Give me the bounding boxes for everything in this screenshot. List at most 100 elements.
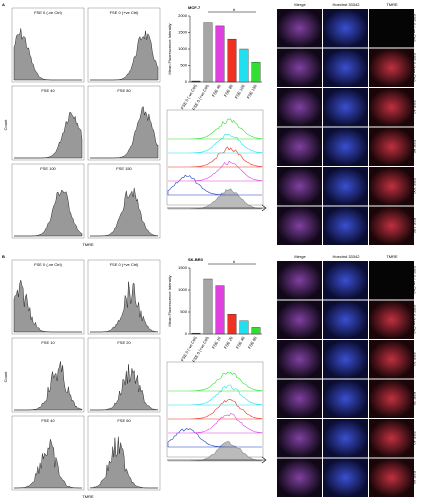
y-axis-label: Mean Fluorescence Intensity — [167, 275, 172, 326]
x-tick-label: FSE 20 — [223, 335, 234, 350]
x-axis-label: TMRE — [82, 242, 94, 247]
y-tick-label: 1000 — [178, 287, 188, 292]
micrograph — [369, 419, 414, 458]
micrograph — [277, 127, 322, 166]
histogram-title: FSE 20 — [117, 340, 131, 345]
histogram — [90, 364, 159, 411]
x-tick-label: FSE 40 — [211, 83, 222, 98]
row-label: FSE 80 — [412, 140, 417, 154]
annotation: # — [233, 259, 236, 264]
micrograph — [277, 88, 322, 127]
histogram-title: FSE 0 (+ve Ctrl) — [110, 262, 139, 267]
x-tick-label: FSE 80 — [223, 83, 234, 98]
bar — [203, 22, 213, 83]
micrograph — [277, 206, 322, 245]
row-label: FSE 60 — [412, 471, 417, 485]
overlay-curve — [168, 413, 263, 434]
histogram — [90, 106, 159, 159]
micrograph — [369, 261, 414, 300]
chart-title: SK-BR3 — [188, 257, 204, 262]
x-axis-label: TMRE — [82, 494, 94, 499]
micrograph — [369, 88, 414, 127]
y-axis-label: Mean Fluorescence Intensity — [167, 23, 172, 74]
panel-label: A — [2, 2, 5, 7]
row-label: FSE 0 (-ve Ctrl) — [412, 266, 417, 294]
bar — [191, 332, 201, 335]
column-header: Hoechst 33342 — [333, 254, 361, 259]
micrograph — [369, 379, 414, 418]
bar — [191, 80, 201, 83]
histogram-title: FSE 10 — [41, 340, 55, 345]
micrograph — [323, 458, 368, 497]
y-tick-label: 1000 — [178, 46, 188, 51]
micrograph — [323, 419, 368, 458]
column-header: Merge — [294, 2, 306, 7]
micrograph — [277, 167, 322, 206]
bar — [227, 38, 237, 83]
chart-title: MCF-7 — [188, 5, 201, 10]
overlay-curve — [168, 188, 263, 210]
row-label: FSE 10 — [412, 352, 417, 366]
overlay-curve — [168, 160, 263, 182]
micrograph — [277, 300, 322, 339]
histogram-title: FSE 80 — [117, 88, 131, 93]
histogram — [89, 436, 158, 489]
micrograph — [369, 340, 414, 379]
overlay-frame — [166, 109, 264, 206]
y-tick-label: 1500 — [178, 265, 188, 270]
overlay-curve — [167, 174, 262, 196]
micrograph — [323, 379, 368, 418]
micrograph — [369, 167, 414, 206]
micrograph — [323, 206, 368, 245]
y-tick-label: 500 — [180, 63, 187, 68]
x-tick-label: FSE 10 — [211, 335, 222, 350]
micrograph — [323, 88, 368, 127]
micrograph — [323, 300, 368, 339]
bar — [251, 62, 261, 83]
micrograph — [323, 48, 368, 87]
histogram — [90, 281, 159, 333]
y-axis-label: Count — [3, 371, 8, 383]
histogram-title: FSE 0 (-ve Ctrl) — [34, 262, 62, 267]
row-label: FSE 0 (+ve Ctrl) — [412, 53, 417, 82]
panel-label: B — [2, 254, 5, 259]
bar — [215, 25, 225, 83]
column-header: TMRE — [386, 254, 398, 259]
histogram-title: FSE 0 (-ve Ctrl) — [34, 10, 62, 15]
histogram — [90, 187, 159, 237]
micrograph — [323, 261, 368, 300]
overlay-arrow — [167, 204, 267, 212]
bar — [251, 327, 261, 335]
histogram — [14, 439, 82, 489]
column-header: TMRE — [386, 2, 398, 7]
overlay-curve — [168, 133, 263, 154]
histogram-title: FSE 100 — [40, 166, 56, 171]
micrograph — [369, 300, 414, 339]
overlay-curve — [168, 146, 263, 168]
overlay-curve — [168, 398, 263, 420]
row-label: FSE 40 — [412, 100, 417, 114]
row-label: FSE 0 (+ve Ctrl) — [412, 305, 417, 334]
row-label: FSE 40 — [412, 431, 417, 445]
micrograph — [323, 127, 368, 166]
overlay-frame — [166, 361, 264, 458]
overlay-arrow — [167, 456, 267, 464]
micrograph — [369, 458, 414, 497]
row-label: FSE 150 — [412, 218, 417, 234]
histogram — [14, 189, 83, 237]
histogram-title: FSE 40 — [41, 418, 55, 423]
y-tick-label: 2000 — [178, 13, 188, 18]
x-tick-label: FSE 40 — [235, 335, 246, 350]
column-header: Merge — [294, 254, 306, 259]
micrograph — [369, 127, 414, 166]
bar — [215, 285, 225, 335]
micrograph — [323, 9, 368, 48]
row-label: FSE 20 — [412, 392, 417, 406]
histogram-title: FSE 150 — [116, 166, 132, 171]
histogram-title: FSE 40 — [41, 88, 55, 93]
row-label: FSE 0 (-ve Ctrl) — [412, 14, 417, 42]
x-tick-label: FSE 150 — [246, 83, 259, 100]
overlay-curve — [168, 441, 263, 462]
micrograph — [277, 9, 322, 48]
